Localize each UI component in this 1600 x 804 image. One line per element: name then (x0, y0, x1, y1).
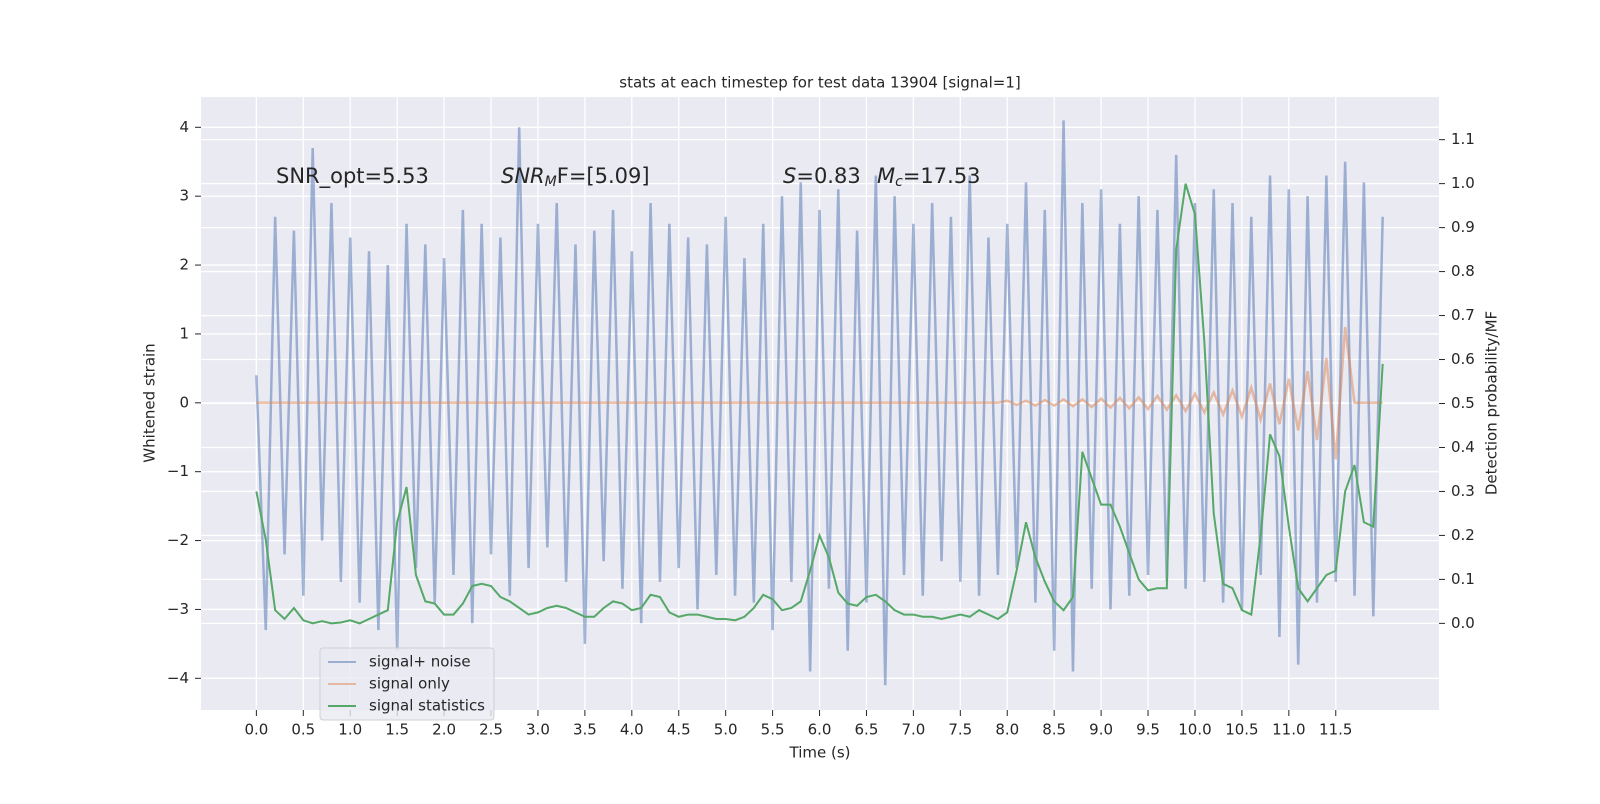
x-tick-label: 7.0 (901, 721, 925, 739)
annotation-text: =17.53 (903, 164, 981, 188)
y-tick-label: 0 (179, 393, 189, 411)
x-tick-label: 10.0 (1178, 721, 1211, 739)
annotation-sub: M (545, 174, 557, 190)
y2-tick-label: 0.2 (1451, 526, 1475, 544)
y-tick-label: −1 (167, 462, 189, 480)
y2-tick-label: 0.9 (1451, 218, 1475, 236)
y2-tick-label: 0.4 (1451, 438, 1475, 456)
annotation-text: SNR_opt=5.53 (276, 164, 429, 189)
series-line (256, 326, 1383, 460)
x-tick-label: 11.5 (1319, 721, 1352, 739)
x-tick-label: 8.0 (995, 721, 1019, 739)
annotation-italic: M (877, 164, 895, 188)
y2-tick-label: 0.8 (1451, 262, 1475, 280)
annotation-sub: c (895, 174, 903, 190)
x-tick-label: 4.5 (667, 721, 691, 739)
y2-tick-label: 0.1 (1451, 570, 1475, 588)
y2-tick-label: 1.1 (1451, 130, 1475, 148)
x-tick-label: 0.5 (291, 721, 315, 739)
annotation: SNRMF=[5.09] (501, 164, 650, 190)
x-tick-label: 2.5 (479, 721, 503, 739)
y2-tick-label: 1.0 (1451, 174, 1475, 192)
y-axis-label: Whitened strain (141, 343, 159, 462)
y-tick-label: −3 (167, 600, 189, 618)
annotation-text: F=[5.09] (557, 164, 650, 188)
x-tick-label: 7.5 (948, 721, 972, 739)
legend: signal+ noise signal only signal statistic… (319, 647, 495, 721)
x-tick-label: 5.5 (761, 721, 785, 739)
y-tick-label: 4 (179, 118, 189, 136)
y-tick-label: −4 (167, 669, 189, 687)
x-tick-label: 0.0 (244, 721, 268, 739)
x-tick-label: 3.5 (573, 721, 597, 739)
legend-label: signal+ noise (369, 653, 471, 671)
x-tick-label: 5.0 (714, 721, 738, 739)
series-line (255, 120, 1384, 686)
annotation-text: =0.83 (796, 164, 860, 188)
y2-tick-label: 0.6 (1451, 350, 1475, 368)
y2-tick-label: 0.5 (1451, 394, 1475, 412)
annotation: SNR_opt=5.53 (276, 164, 429, 189)
x-axis-label: Time (s) (789, 744, 851, 762)
x-tick-label: 4.0 (620, 721, 644, 739)
annotation-italic: S (783, 164, 796, 188)
legend-label: signal only (369, 675, 450, 693)
annotation: Mc=17.53 (877, 164, 981, 190)
x-tick-label: 2.0 (432, 721, 456, 739)
x-tick-label: 1.5 (385, 721, 409, 739)
chart-title: stats at each timestep for test data 139… (619, 74, 1020, 92)
legend-label: signal statistics (369, 697, 485, 715)
x-tick-label: 10.5 (1225, 721, 1258, 739)
x-tick-label: 9.0 (1089, 721, 1113, 739)
x-tick-label: 8.5 (1042, 721, 1066, 739)
x-tick-label: 6.0 (808, 721, 832, 739)
y-tick-label: 3 (179, 187, 189, 205)
annotation-italic: SNR (501, 164, 545, 188)
x-tick-label: 6.5 (855, 721, 879, 739)
y-tick-label: 2 (179, 256, 189, 274)
series-line (255, 183, 1384, 625)
x-tick-label: 11.0 (1272, 721, 1305, 739)
y-tick-label: −2 (167, 531, 189, 549)
y2-tick-label: 0.3 (1451, 482, 1475, 500)
y-tick-label: 1 (179, 324, 189, 342)
y2-tick-label: 0.0 (1451, 614, 1475, 632)
y2-tick-label: 0.7 (1451, 306, 1475, 324)
annotation: S=0.83 (783, 164, 861, 188)
x-tick-label: 3.0 (526, 721, 550, 739)
legend-box (319, 647, 495, 721)
x-tick-label: 9.5 (1136, 721, 1160, 739)
y2-axis-label: Detection probability/MF (1483, 311, 1501, 495)
x-tick-label: 1.0 (338, 721, 362, 739)
